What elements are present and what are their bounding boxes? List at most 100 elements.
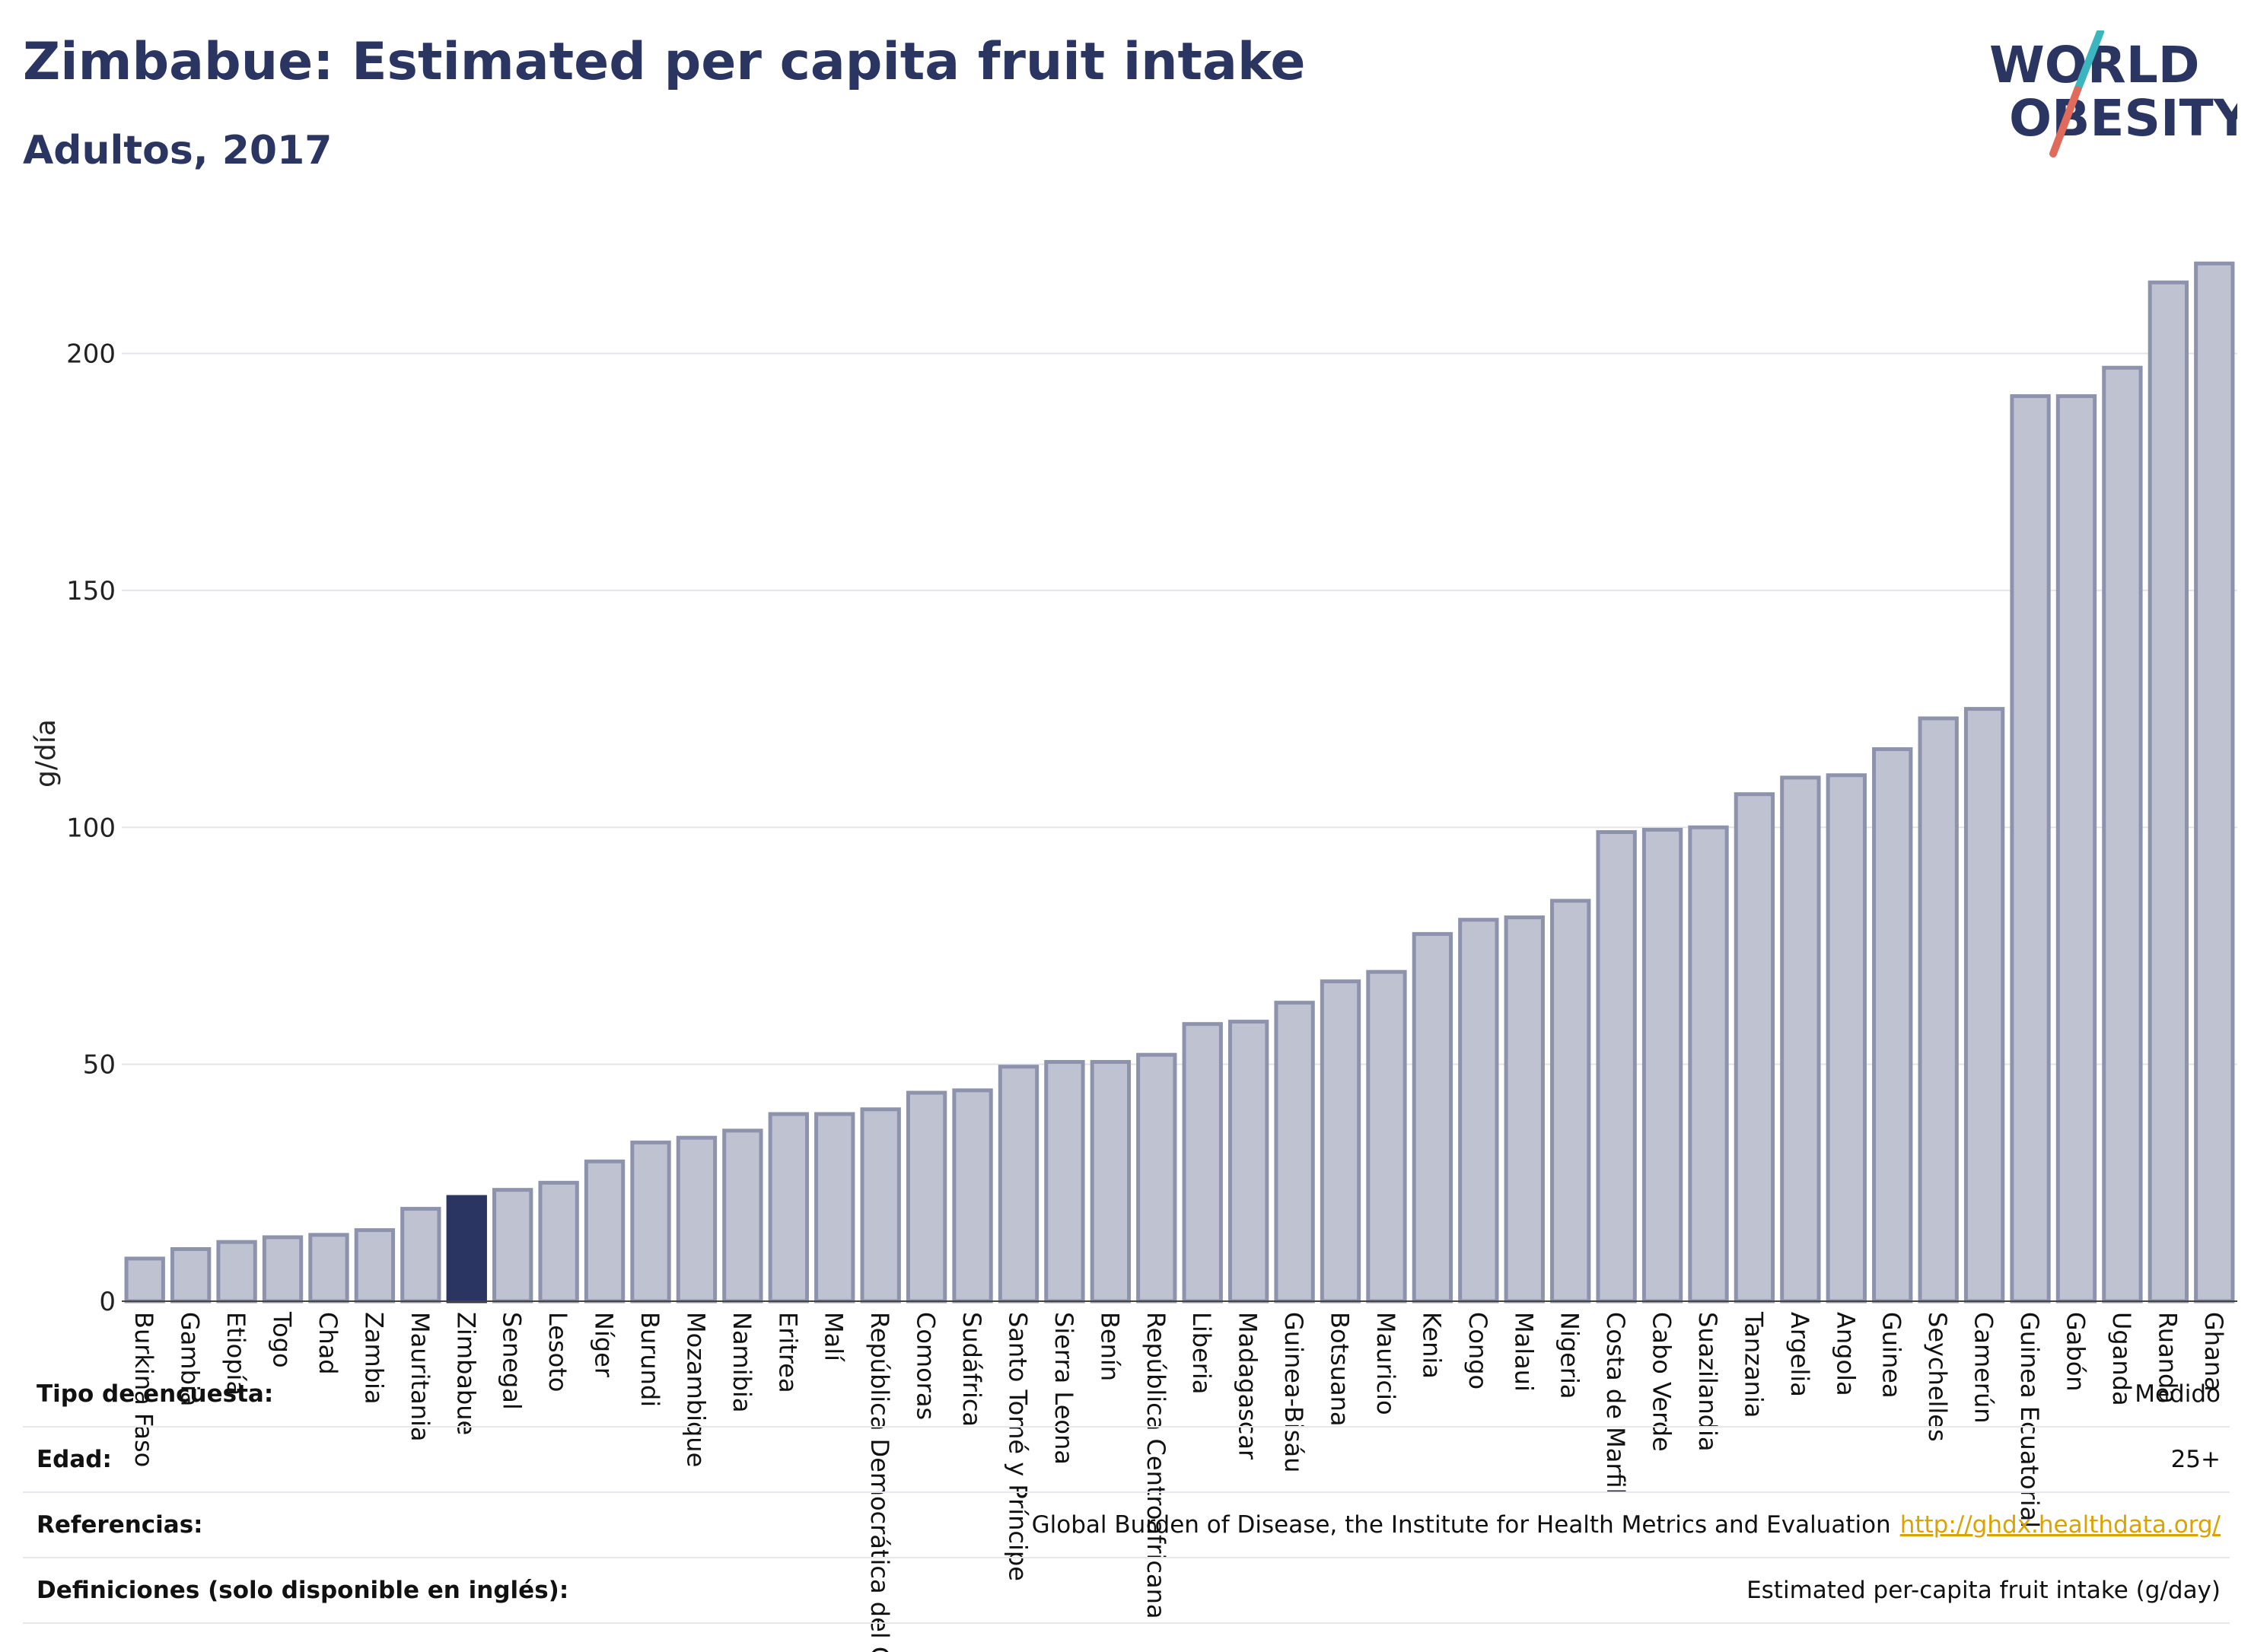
bar-sierra-leona[interactable]: [1044, 1060, 1085, 1303]
x-tick-label: Guinea: [1877, 1312, 1906, 1399]
info-key: Referencias:: [37, 1511, 203, 1539]
bar-benín[interactable]: [1090, 1060, 1132, 1303]
x-tick-label: Mozambique: [681, 1312, 710, 1467]
x-tick-label: Mauritania: [406, 1312, 435, 1441]
info-row-age: Edad: 25+: [23, 1428, 2230, 1493]
reference-link[interactable]: http://ghdx.healthdata.org/: [1899, 1511, 2221, 1539]
x-tick-label: Guinea-Bisáu: [1279, 1312, 1308, 1472]
bar-cabo-verde[interactable]: [1641, 827, 1683, 1303]
y-tick-label: 50: [83, 1050, 116, 1081]
bar-namibia[interactable]: [722, 1128, 763, 1303]
bar-kenia[interactable]: [1412, 931, 1453, 1303]
info-value: Estimated per-capita fruit intake (g/day…: [1746, 1577, 2221, 1604]
x-tick-label: Burkina Faso: [129, 1312, 158, 1467]
bar-madagascar[interactable]: [1227, 1020, 1269, 1303]
bar-suazilandia[interactable]: [1688, 825, 1729, 1303]
bar-seychelles[interactable]: [1918, 716, 1959, 1303]
bar-mauritania[interactable]: [400, 1207, 441, 1303]
bars: [124, 261, 2235, 1303]
x-tick-label: Angola: [1831, 1312, 1860, 1396]
info-value: Medido: [2135, 1380, 2221, 1408]
bar-zimbabue[interactable]: [446, 1195, 487, 1303]
x-tick-label: Togo: [268, 1311, 297, 1368]
y-axis-label: g/día: [30, 719, 62, 788]
bar-república-centroafricana[interactable]: [1136, 1052, 1177, 1303]
x-tick-label: Kenia: [1417, 1312, 1446, 1379]
bar-comoras[interactable]: [906, 1090, 947, 1303]
x-tick-label: Cabo Verde: [1648, 1312, 1676, 1452]
x-tick-label: Chad: [314, 1312, 342, 1375]
x-tick-label: Botsuana: [1326, 1312, 1355, 1427]
bar-níger[interactable]: [584, 1159, 626, 1303]
bar-chad[interactable]: [308, 1233, 349, 1303]
bar-guinea-bisáu[interactable]: [1274, 1001, 1315, 1303]
x-tick-label: Malaui: [1509, 1312, 1538, 1392]
bar-lesoto[interactable]: [538, 1180, 579, 1303]
x-tick-label: Madagascar: [1234, 1312, 1262, 1460]
info-key: Tipo de encuesta:: [37, 1380, 274, 1408]
x-tick-label: Sudáfrica: [957, 1312, 986, 1427]
x-tick-label: Zambia: [359, 1312, 388, 1405]
bar-malaui[interactable]: [1504, 915, 1545, 1303]
x-tick-label: Níger: [590, 1312, 619, 1378]
bar-gabón[interactable]: [2055, 394, 2097, 1303]
y-tick-label: 0: [99, 1287, 116, 1317]
x-tick-label: Congo: [1463, 1312, 1492, 1389]
bar-angola[interactable]: [1826, 773, 1867, 1303]
bar-ghana[interactable]: [2194, 261, 2235, 1303]
bar-eritrea[interactable]: [768, 1112, 809, 1303]
bar-costa-de-marfil[interactable]: [1596, 830, 1637, 1303]
bar-etiopía[interactable]: [216, 1240, 257, 1303]
x-tick-label: Gambia: [176, 1312, 205, 1406]
x-tick-label: Zimbabue: [451, 1312, 480, 1435]
bar-guinea[interactable]: [1872, 747, 1913, 1303]
bar-togo[interactable]: [262, 1235, 304, 1303]
info-value-wrap: Global Burden of Disease, the Institute …: [1032, 1511, 2221, 1539]
bar-mozambique[interactable]: [676, 1135, 718, 1303]
info-row-survey: Tipo de encuesta: Medido: [23, 1362, 2230, 1428]
bar-tanzania[interactable]: [1734, 792, 1775, 1303]
x-tick-label: Ghana: [2199, 1312, 2228, 1392]
x-tick-label: Liberia: [1187, 1312, 1216, 1394]
x-tick-label: Tanzania: [1739, 1311, 1768, 1418]
x-tick-label: Nigeria: [1555, 1312, 1584, 1399]
bar-guinea-ecuatorial[interactable]: [2010, 394, 2051, 1303]
x-tick-label: Seychelles: [1923, 1312, 1952, 1442]
x-tick-label: Namibia: [728, 1312, 756, 1412]
x-tick-label: República Democrática del Congo: [865, 1312, 894, 1652]
x-tick-label: Santo Tomé y Príncipe: [1003, 1312, 1032, 1581]
x-tick-label: Eritrea: [773, 1312, 802, 1393]
bar-botsuana[interactable]: [1320, 979, 1361, 1303]
bar-senegal[interactable]: [492, 1188, 533, 1303]
x-tick-label: Lesoto: [543, 1312, 572, 1392]
x-tick-label: Camerún: [1969, 1312, 1998, 1424]
bar-malí[interactable]: [814, 1112, 855, 1303]
info-key: Definiciones (solo disponible en inglés)…: [37, 1577, 569, 1604]
bar-congo[interactable]: [1458, 918, 1499, 1303]
x-axis-labels: Burkina Faso Gambia Etiopía Togo Chad Zambia M…: [129, 1311, 2228, 1652]
bar-gambia[interactable]: [170, 1247, 212, 1303]
bar-santo-tomé-y-príncipe[interactable]: [998, 1065, 1040, 1303]
bar-burundi[interactable]: [630, 1140, 671, 1303]
bar-nigeria[interactable]: [1550, 899, 1591, 1303]
x-tick-label: Costa de Marfil: [1601, 1312, 1630, 1495]
bar-liberia[interactable]: [1182, 1022, 1223, 1303]
bar-camerún[interactable]: [1963, 707, 2005, 1303]
bar-ruanda[interactable]: [2148, 280, 2189, 1303]
bar-sudáfrica[interactable]: [952, 1088, 993, 1303]
logo-slash-teal: [2074, 30, 2104, 94]
bar-república-democrática-del-congo[interactable]: [860, 1107, 901, 1303]
x-tick-label: Uganda: [2107, 1312, 2136, 1406]
bar-mauricio[interactable]: [1366, 969, 1407, 1303]
bar-zambia[interactable]: [354, 1228, 396, 1303]
bar-uganda[interactable]: [2102, 365, 2143, 1303]
x-tick-label: Ruanda: [2153, 1312, 2182, 1404]
bar-argelia[interactable]: [1780, 775, 1821, 1303]
x-tick-label: Benín: [1095, 1312, 1124, 1381]
info-value: 25+: [2170, 1446, 2221, 1473]
bar-burkina-faso[interactable]: [124, 1256, 165, 1303]
x-tick-label: Etiopía: [221, 1312, 250, 1396]
x-tick-label: Malí: [820, 1312, 849, 1362]
x-tick-label: Gabón: [2061, 1312, 2090, 1392]
